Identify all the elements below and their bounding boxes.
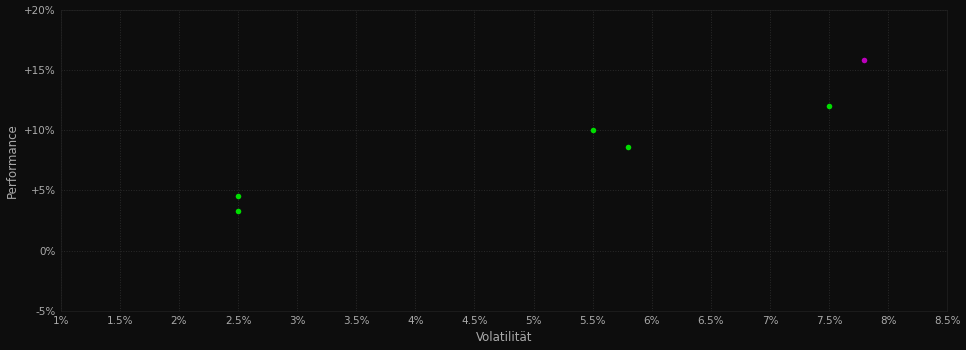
X-axis label: Volatilität: Volatilität [475, 331, 532, 344]
Y-axis label: Performance: Performance [6, 123, 18, 198]
Point [857, 57, 872, 63]
Point [821, 103, 837, 109]
Point [230, 194, 245, 199]
Point [620, 144, 636, 150]
Point [584, 127, 600, 133]
Point [230, 208, 245, 214]
